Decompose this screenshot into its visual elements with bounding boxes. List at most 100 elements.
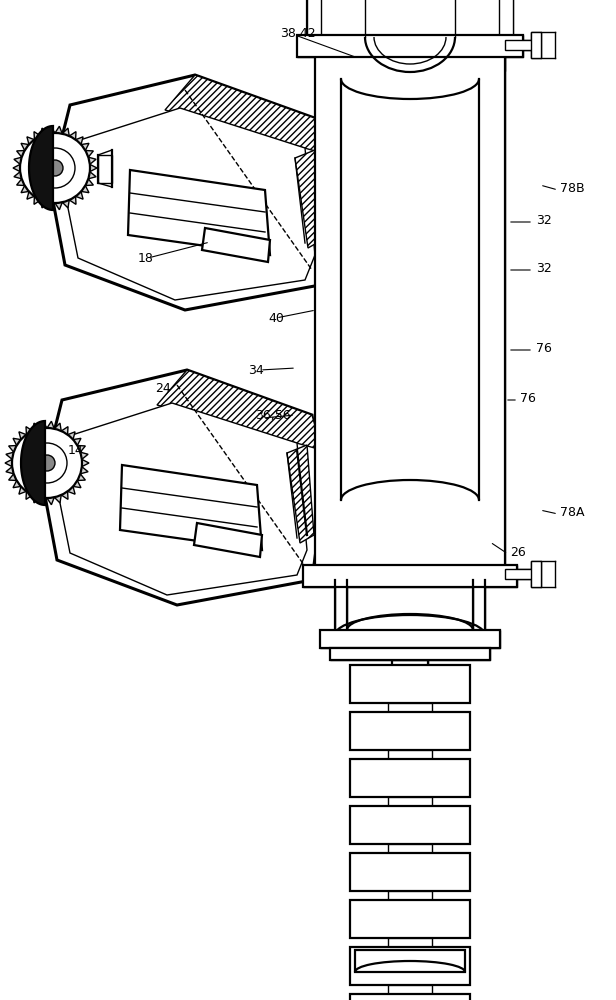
Polygon shape (405, 111, 415, 143)
Bar (388, 891, 432, 900)
Bar (471, 79, 479, 500)
Bar (350, 759, 470, 797)
Bar (303, 565, 517, 587)
Bar (350, 853, 470, 891)
Bar (315, 55, 505, 580)
Circle shape (47, 160, 63, 176)
Bar (392, 660, 428, 970)
Bar (315, 55, 331, 580)
Bar (505, 40, 533, 50)
Text: 26: 26 (510, 546, 525, 558)
Text: 40: 40 (268, 312, 284, 324)
Polygon shape (383, 111, 393, 143)
Bar (350, 665, 470, 703)
Polygon shape (427, 421, 437, 453)
Bar (388, 985, 432, 994)
Circle shape (35, 148, 75, 188)
Bar (489, 55, 505, 580)
Bar (505, 40, 533, 50)
Bar (531, 561, 541, 587)
Bar (330, 648, 490, 660)
Text: 32: 32 (536, 261, 552, 274)
Bar (341, 79, 349, 500)
Bar (382, 107, 438, 115)
Bar (330, 648, 490, 660)
Text: 24: 24 (155, 381, 171, 394)
Bar (350, 806, 470, 844)
Polygon shape (202, 228, 270, 262)
Polygon shape (405, 421, 415, 453)
Bar (388, 703, 432, 712)
Bar (388, 797, 432, 806)
Polygon shape (13, 126, 97, 210)
Text: 18: 18 (138, 251, 154, 264)
Bar (341, 79, 349, 500)
Bar (499, 0, 513, 37)
Text: 34: 34 (248, 363, 264, 376)
Polygon shape (120, 465, 262, 550)
Polygon shape (57, 403, 307, 595)
Bar (98, 155, 112, 183)
Bar (320, 630, 500, 648)
Bar (471, 79, 479, 500)
Bar (473, 580, 485, 635)
Bar (505, 569, 533, 579)
Bar (489, 55, 505, 580)
Bar (315, 55, 331, 580)
Bar (499, 0, 513, 37)
Polygon shape (416, 111, 426, 143)
Bar (392, 660, 428, 970)
Polygon shape (416, 421, 426, 453)
Bar (355, 950, 465, 972)
Bar (297, 35, 523, 57)
Bar (505, 569, 533, 579)
Bar (307, 0, 513, 37)
Text: 78A: 78A (560, 506, 585, 518)
Polygon shape (287, 445, 314, 543)
Bar (98, 155, 112, 183)
Polygon shape (157, 370, 322, 450)
Bar (303, 565, 517, 587)
Polygon shape (394, 421, 404, 453)
Circle shape (39, 455, 55, 471)
Polygon shape (21, 421, 45, 505)
Bar (350, 712, 470, 750)
Polygon shape (5, 421, 89, 505)
Text: 78B: 78B (560, 182, 585, 194)
Bar (315, 55, 505, 71)
Text: 36,56: 36,56 (255, 408, 291, 422)
Polygon shape (194, 523, 262, 557)
Bar (392, 660, 428, 970)
Bar (531, 561, 541, 587)
Bar (350, 947, 470, 985)
Polygon shape (50, 75, 330, 310)
Bar (382, 449, 438, 457)
Bar (388, 141, 432, 148)
Bar (531, 561, 541, 587)
Bar (531, 32, 541, 58)
Polygon shape (427, 111, 437, 143)
Bar (350, 994, 470, 1000)
Text: 76: 76 (520, 391, 536, 404)
Bar (473, 580, 485, 635)
Bar (307, 0, 321, 37)
Bar (505, 569, 533, 579)
Circle shape (20, 133, 90, 203)
Polygon shape (42, 370, 322, 605)
Polygon shape (29, 126, 53, 210)
Polygon shape (128, 170, 270, 255)
Bar (315, 55, 505, 71)
Text: 76: 76 (536, 342, 552, 355)
Text: 14: 14 (68, 444, 84, 456)
Polygon shape (65, 108, 315, 300)
Bar (320, 630, 500, 648)
Bar (505, 40, 533, 50)
Bar (531, 32, 541, 58)
Circle shape (27, 443, 67, 483)
Text: 38,42: 38,42 (280, 26, 316, 39)
Polygon shape (165, 75, 330, 155)
Bar (388, 750, 432, 759)
Circle shape (12, 428, 82, 498)
Bar (307, 0, 321, 37)
Bar (335, 580, 347, 635)
